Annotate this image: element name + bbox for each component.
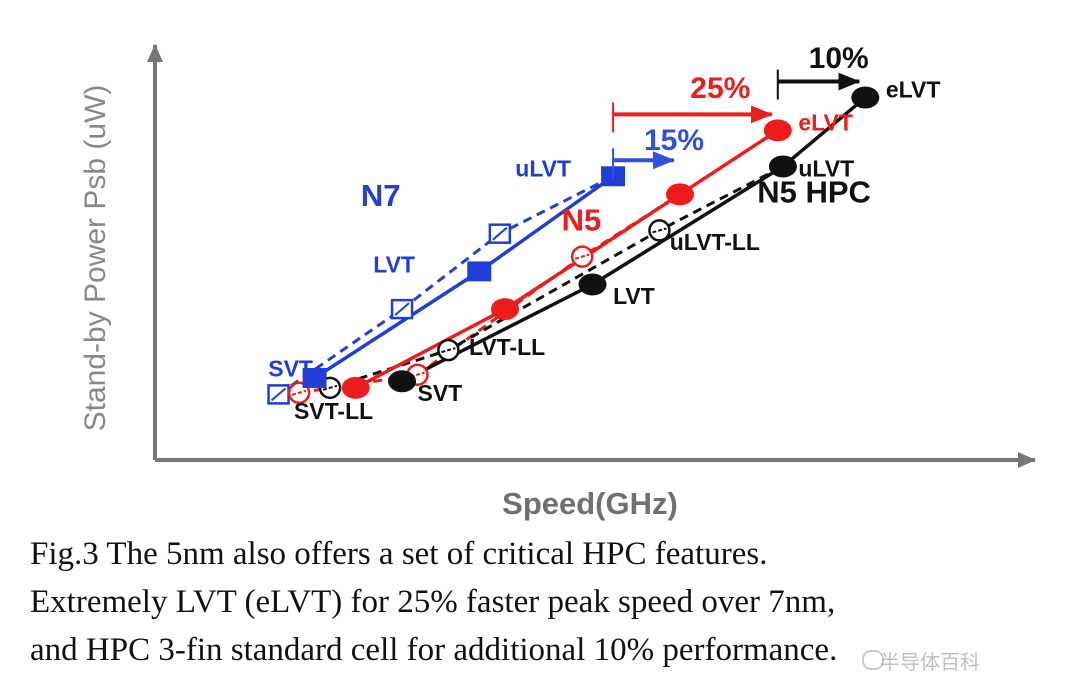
series-line-n5 xyxy=(354,128,779,390)
data-point-ll-slash-n7-2 xyxy=(492,226,508,241)
series-line-n5-hpc xyxy=(401,96,867,383)
data-point-n5-hpc-1 xyxy=(578,273,607,296)
point-label-10: uLVT-LL xyxy=(670,229,760,255)
point-label-0: SVT xyxy=(268,355,313,381)
data-point-ll-slash-n7-0 xyxy=(270,387,287,402)
series-line-ll-n7 xyxy=(277,174,614,396)
caption-line-3: and HPC 3-fin standard cell for addition… xyxy=(30,632,838,668)
point-label-1: LVT xyxy=(373,251,415,277)
point-label-7: SVT-LL xyxy=(294,398,373,424)
caption-line-1: Fig.3 The 5nm also offers a set of criti… xyxy=(30,536,768,572)
caption-line-2: Extremely LVT (eLVT) for 25% faster peak… xyxy=(30,584,836,620)
watermark-text: 半导体百科 xyxy=(880,650,980,674)
data-point-ll-dash-n5-hpc-0 xyxy=(322,384,338,391)
point-label-11: uLVT xyxy=(798,155,854,181)
data-point-n5-hpc-3 xyxy=(851,86,880,109)
point-label-13: N5 HPC xyxy=(757,175,871,210)
point-label-6: SVT xyxy=(418,380,463,406)
data-point-n5-0 xyxy=(341,376,370,399)
annotation-label-1: 25% xyxy=(690,72,750,105)
data-point-n5-hpc-0 xyxy=(388,370,417,393)
annotation-label-2: 10% xyxy=(809,42,869,75)
point-label-9: LVT xyxy=(613,283,655,309)
annotation-label-0: 15% xyxy=(644,124,704,157)
x-axis-label: Speed(GHz) xyxy=(502,486,678,521)
watermark-icon xyxy=(862,650,884,670)
data-point-n7-1 xyxy=(467,261,492,282)
figure-caption: Fig.3 The 5nm also offers a set of criti… xyxy=(30,530,1070,674)
data-point-n5-2 xyxy=(666,183,694,206)
point-label-12: eLVT xyxy=(886,77,941,103)
data-point-n5-hpc-2 xyxy=(768,155,797,178)
point-label-2: uLVT xyxy=(515,155,571,181)
point-label-3: N7 xyxy=(361,178,401,213)
data-point-n7-0 xyxy=(302,368,327,388)
data-point-ll-dash-n5-0 xyxy=(291,389,307,396)
data-point-n5-1 xyxy=(491,298,519,321)
data-point-ll-dash-n5-hpc-1 xyxy=(441,347,456,354)
point-label-4: N5 xyxy=(562,202,602,237)
point-label-8: LVT-LL xyxy=(469,334,545,360)
data-point-ll-dash-n5-2 xyxy=(574,253,590,260)
data-point-ll-slash-n7-1 xyxy=(394,302,410,316)
data-point-ll-dash-n5-hpc-2 xyxy=(652,227,667,234)
point-label-5: eLVT xyxy=(798,109,853,135)
y-axis-label: Stand-by Power Psb (uW) xyxy=(79,84,112,432)
data-point-n5-3 xyxy=(763,119,792,142)
